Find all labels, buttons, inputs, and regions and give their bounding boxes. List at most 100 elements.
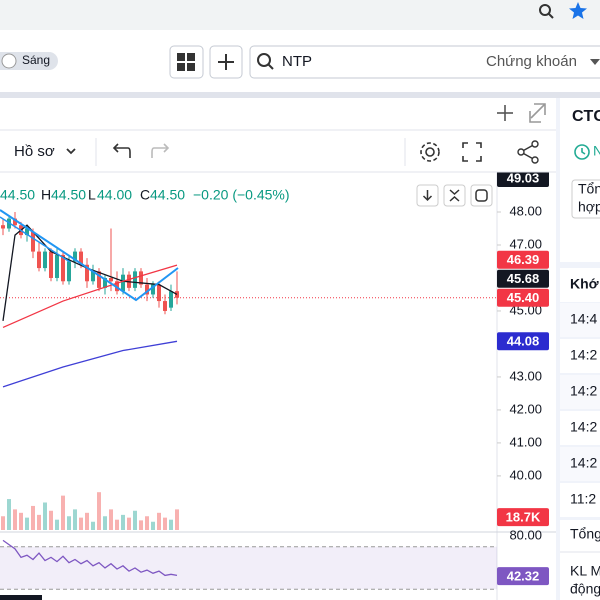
price-axis	[497, 172, 556, 600]
ma-line	[2, 264, 178, 329]
table-header	[560, 268, 600, 302]
star-icon[interactable]	[569, 2, 587, 19]
footer-line: Tổng	[570, 526, 600, 542]
fullscreen-button[interactable]	[462, 142, 482, 162]
volume-bar	[109, 509, 113, 530]
status-icon	[574, 144, 590, 160]
change: −0.20 (−0.45%)	[193, 187, 290, 203]
candle-body	[79, 251, 83, 265]
candle-body	[145, 284, 149, 295]
candle-body	[139, 271, 143, 285]
open: 44.50	[0, 187, 35, 203]
y-tick-label: 40.00	[509, 467, 542, 482]
rsi-badge	[497, 567, 549, 586]
trade-time: 14:4	[570, 311, 597, 327]
volume-bar	[169, 519, 173, 530]
volume-bar	[121, 514, 125, 530]
volume-bar	[7, 499, 11, 530]
volume-bar	[97, 492, 101, 530]
theme-label: Sáng	[22, 53, 50, 67]
close: 44.50	[150, 187, 185, 203]
candle-body	[73, 251, 77, 262]
price-badge	[497, 250, 549, 269]
trade-row	[560, 411, 600, 445]
y-tick-label: 43.00	[509, 368, 542, 383]
footer-line: KL M	[570, 563, 600, 579]
candle-body	[13, 218, 17, 226]
trade-rows: 14:4 14:2 14:2 14:2 14:2 11:2	[560, 303, 600, 517]
price-badge	[497, 332, 549, 351]
trade-time: 11:2	[570, 491, 596, 507]
volume-badge-label: 18.7K	[506, 510, 541, 525]
volume-bar	[67, 516, 71, 530]
volume-bar	[37, 514, 41, 530]
zoom-icon[interactable]	[539, 4, 554, 19]
low: 44.00	[97, 187, 132, 203]
settings-button[interactable]	[420, 142, 440, 162]
candle-body	[85, 264, 89, 282]
footer-card	[560, 520, 600, 600]
scale-button[interactable]	[443, 184, 466, 207]
volume-bar	[79, 517, 83, 530]
info-line: Tổn	[578, 181, 600, 197]
candle-body	[169, 291, 173, 308]
candle-body	[55, 254, 59, 278]
price-badge	[497, 169, 549, 188]
candle-body	[97, 271, 101, 288]
volume-bar	[163, 517, 167, 530]
volume-bar	[91, 521, 95, 530]
rsi-badge-label: 42.32	[507, 569, 540, 584]
l-label: L	[88, 187, 96, 203]
share-button[interactable]	[517, 140, 539, 164]
trend-drawing[interactable]	[0, 216, 71, 263]
ma-line	[2, 224, 178, 321]
volume-badge	[497, 508, 549, 527]
volume-bar	[103, 516, 107, 530]
search-box[interactable]	[249, 45, 600, 79]
candle-body	[25, 228, 29, 236]
profile-menu[interactable]: Hồ sơ	[14, 143, 55, 160]
price-badge	[497, 269, 549, 288]
undo-button[interactable]	[112, 143, 131, 158]
legend-icons	[422, 189, 488, 202]
candle-body	[133, 271, 137, 288]
separator	[0, 92, 600, 98]
candle-body	[43, 251, 47, 269]
volume-bar	[1, 516, 5, 530]
header-cell: Khớ	[570, 276, 599, 292]
rsi-tick-label: 80.00	[509, 528, 542, 543]
grid-icon	[177, 53, 195, 71]
trade-row	[560, 375, 600, 409]
candle-body	[67, 261, 71, 282]
trade-time: 14:2	[570, 455, 597, 471]
volume-bar	[85, 512, 89, 530]
y-tick-label: 47.00	[509, 236, 542, 251]
search-text: NTP	[282, 53, 312, 70]
panel-add[interactable]	[497, 105, 513, 121]
ohlc-legend: 44.50 H 44.50 L 44.00 C 44.50 −0.20 (−0.…	[0, 187, 290, 203]
volume-bar	[61, 495, 65, 530]
price-badge-label: 46.39	[507, 252, 540, 267]
menu-caret	[66, 148, 76, 155]
price-badge-label: 44.08	[507, 334, 540, 349]
market-select[interactable]: Chứng khoán	[486, 53, 577, 70]
trend-drawing[interactable]	[0, 209, 179, 302]
volume-bar	[133, 510, 137, 530]
layout-button[interactable]	[169, 45, 204, 79]
volume-bar	[13, 509, 17, 530]
browser-bar	[0, 0, 600, 30]
panel-expand[interactable]	[529, 103, 546, 123]
symbol: CTC	[572, 108, 600, 125]
candle-body	[151, 284, 155, 295]
redo-button[interactable]	[151, 143, 170, 158]
volume-bar	[151, 521, 155, 530]
volume-bar	[145, 516, 149, 530]
reset-button[interactable]	[470, 184, 493, 207]
trade-row	[560, 303, 600, 337]
candle-body	[91, 271, 95, 282]
y-tick-label: 42.00	[509, 401, 542, 416]
volume-bar	[127, 517, 131, 530]
chart-header	[0, 98, 556, 172]
bottom-tab	[0, 595, 42, 600]
